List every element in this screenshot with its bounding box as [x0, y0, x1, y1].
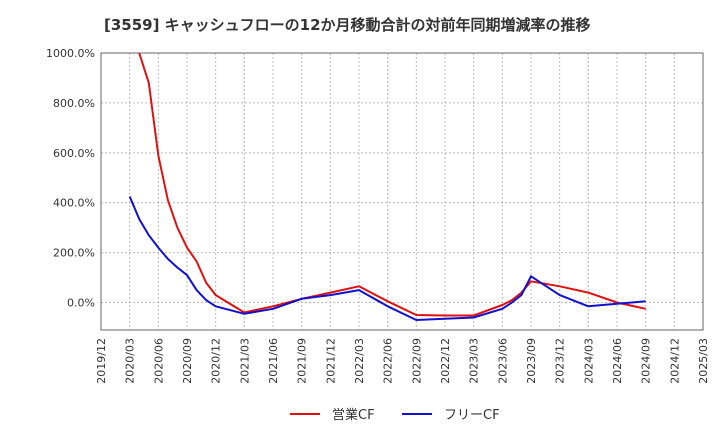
- y-tick-label: 400.0%: [53, 197, 95, 210]
- x-tick-label: 2024/09: [640, 338, 653, 384]
- plot-area: [101, 53, 703, 330]
- x-tick-label: 2020/03: [124, 338, 137, 384]
- x-tick-label: 2024/06: [611, 338, 624, 384]
- x-tick-label: 2019/12: [95, 338, 108, 384]
- x-tick-label: 2022/03: [353, 338, 366, 384]
- y-tick-label: 200.0%: [53, 247, 95, 260]
- series-line-operating-cf: [138, 53, 646, 317]
- series-line-free-cf: [128, 196, 646, 321]
- x-tick-label: 2020/12: [210, 338, 223, 384]
- x-tick-label: 2020/06: [152, 338, 165, 384]
- y-tick-label: 800.0%: [53, 97, 95, 110]
- x-tick-label: 2021/09: [296, 338, 309, 384]
- y-tick-label: 600.0%: [53, 147, 95, 160]
- x-tick-label: 2023/06: [496, 338, 509, 384]
- x-tick-label: 2023/03: [468, 338, 481, 384]
- x-tick-label: 2022/09: [410, 338, 423, 384]
- x-tick-label: 2022/06: [382, 338, 395, 384]
- chart-title: [3559] キャッシュフローの12か月移動合計の対前年同期増減率の推移: [104, 16, 591, 34]
- x-tick-label: 2021/12: [324, 338, 337, 384]
- x-tick-label: 2025/03: [697, 338, 710, 384]
- x-tick-label: 2024/03: [582, 338, 595, 384]
- y-tick-label: 0.0%: [67, 297, 95, 310]
- plot-frame: [100, 52, 704, 331]
- legend-label: 営業CF: [332, 407, 375, 423]
- x-tick-label: 2021/06: [267, 338, 280, 384]
- x-tick-label: 2022/12: [439, 338, 452, 384]
- x-tick-label: 2020/09: [181, 338, 194, 384]
- y-tick-label: 1000.0%: [46, 47, 95, 60]
- x-tick-label: 2023/09: [525, 338, 538, 384]
- legend-label: フリーCF: [444, 408, 500, 423]
- x-tick-label: 2023/12: [554, 338, 567, 384]
- x-tick-label: 2024/12: [668, 338, 681, 384]
- x-tick-label: 2021/03: [238, 338, 251, 384]
